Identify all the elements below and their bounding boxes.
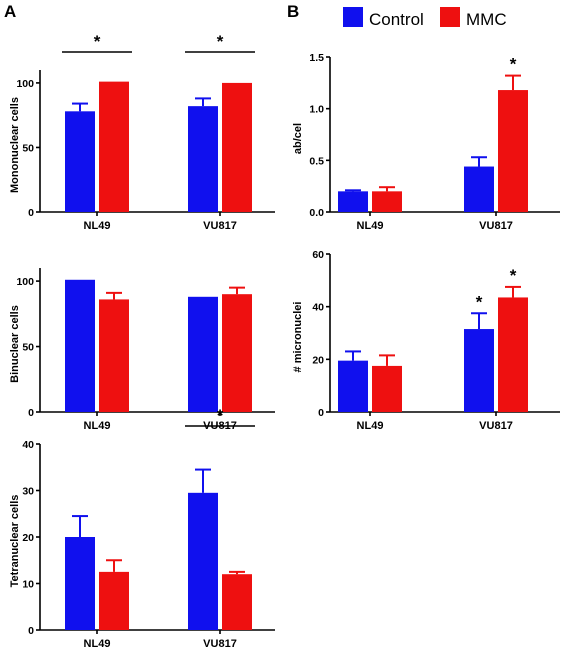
x-tick-label: NL49 bbox=[84, 420, 111, 432]
y-tick-label: 10 bbox=[22, 579, 34, 591]
bar-control bbox=[65, 111, 95, 212]
chart-micronuclei: 0 20 40 60 # micronuclei NL49 VU817 * * bbox=[292, 249, 560, 432]
x-tick-label: VU817 bbox=[479, 420, 513, 432]
significance-star: * bbox=[94, 32, 101, 51]
y-tick-label: 40 bbox=[312, 302, 324, 314]
y-tick-label: 0 bbox=[28, 407, 34, 419]
x-tick-label: NL49 bbox=[357, 220, 384, 232]
y-tick-label: 100 bbox=[16, 276, 34, 288]
legend-swatch-control bbox=[343, 7, 363, 27]
chart-mononuclear: 0 50 100 Mononuclear cells NL49 VU817 * * bbox=[9, 32, 275, 232]
y-axis-label: Binuclear cells bbox=[9, 305, 21, 383]
bar-control bbox=[65, 537, 95, 630]
x-tick-label: VU817 bbox=[203, 638, 237, 647]
y-tick-label: 1.5 bbox=[309, 52, 324, 64]
bar-mmc bbox=[222, 82, 252, 212]
y-tick-label: 50 bbox=[22, 142, 34, 154]
legend: Control MMC bbox=[343, 7, 507, 29]
bar-mmc bbox=[99, 571, 129, 630]
y-tick-label: 60 bbox=[312, 249, 324, 261]
y-axis-label: Mononuclear cells bbox=[9, 97, 21, 193]
y-tick-label: 20 bbox=[22, 532, 34, 544]
y-tick-label: 50 bbox=[22, 342, 34, 354]
bar-control bbox=[188, 492, 218, 630]
panel-label-a: A bbox=[4, 2, 16, 21]
panel-label-b: B bbox=[287, 2, 299, 21]
bar-mmc bbox=[498, 90, 528, 212]
significance-star: * bbox=[510, 266, 517, 285]
x-tick-label: NL49 bbox=[84, 638, 111, 647]
x-tick-label: NL49 bbox=[357, 420, 384, 432]
chart-ab-cel: 0.0 0.5 1.0 1.5 ab/cel NL49 VU817 * bbox=[292, 52, 560, 232]
y-tick-label: 20 bbox=[312, 354, 324, 366]
y-tick-label: 1.0 bbox=[309, 104, 324, 116]
y-tick-label: 0 bbox=[318, 407, 324, 419]
bar-control bbox=[464, 329, 494, 412]
bar-mmc bbox=[99, 81, 129, 212]
x-tick-label: VU817 bbox=[203, 220, 237, 232]
legend-label-control: Control bbox=[369, 10, 424, 29]
bar-control bbox=[338, 191, 368, 212]
bar-mmc bbox=[372, 365, 402, 412]
bar-control bbox=[188, 296, 218, 412]
y-tick-label: 40 bbox=[22, 439, 34, 451]
bar-control bbox=[188, 106, 218, 212]
y-tick-label: 0 bbox=[28, 207, 34, 219]
significance-star: * bbox=[217, 32, 224, 51]
significance-star: * bbox=[476, 292, 483, 311]
bar-mmc bbox=[222, 294, 252, 412]
significance-star: * bbox=[510, 55, 517, 74]
y-axis-label: Tetranuclear cells bbox=[9, 495, 21, 588]
bar-control bbox=[338, 360, 368, 412]
y-tick-label: 0.0 bbox=[309, 207, 324, 219]
bar-control bbox=[65, 279, 95, 412]
chart-tetranuclear: 0 10 20 30 40 Tetranuclear cells NL49 VU817 * bbox=[9, 406, 275, 647]
bar-mmc bbox=[372, 191, 402, 212]
y-tick-label: 100 bbox=[16, 78, 34, 90]
x-tick-label: NL49 bbox=[84, 220, 111, 232]
y-tick-label: 0 bbox=[28, 625, 34, 637]
bar-mmc bbox=[498, 297, 528, 412]
y-axis-label: # micronuclei bbox=[292, 302, 304, 373]
legend-swatch-mmc bbox=[440, 7, 460, 27]
x-tick-label: VU817 bbox=[479, 220, 513, 232]
legend-label-mmc: MMC bbox=[466, 10, 507, 29]
y-tick-label: 30 bbox=[22, 486, 34, 498]
significance-star: * bbox=[217, 406, 224, 425]
bar-mmc bbox=[99, 299, 129, 412]
y-tick-label: 0.5 bbox=[309, 155, 324, 167]
y-axis-label: ab/cel bbox=[292, 123, 304, 154]
bar-control bbox=[464, 166, 494, 212]
bar-mmc bbox=[222, 574, 252, 630]
